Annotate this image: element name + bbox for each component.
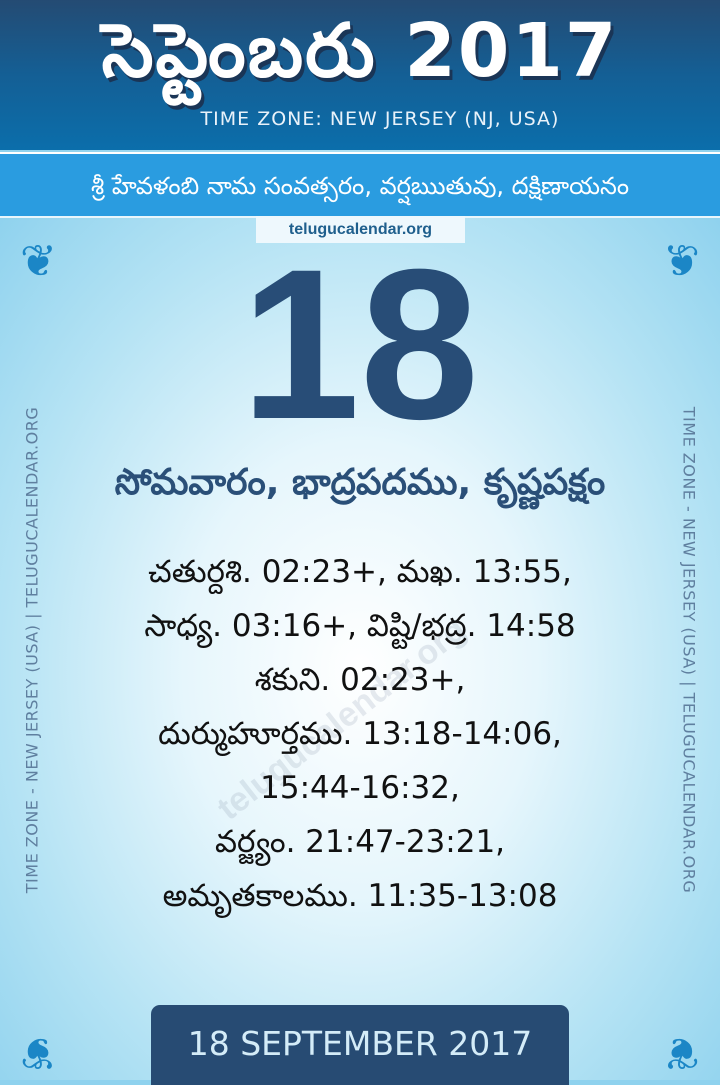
- corner-ornament-icon: ❦: [20, 236, 57, 287]
- day-number: 18: [240, 225, 480, 464]
- year-info-banner: శ్రీ హేవళంబి నామ సంవత్సరం, వర్షఋతువు, దక…: [0, 152, 720, 218]
- detail-line: దుర్ముహూర్తము. 13:18-14:06,: [158, 716, 562, 752]
- weekday-info: సోమవారం, భాద్రపదము, కృష్ణపక్షం: [114, 462, 606, 503]
- month-title: సెప్టెంబరు 2017: [101, 8, 619, 94]
- detail-line: సాధ్య. 03:16+, విష్టి/భద్ర. 14:58: [144, 608, 576, 644]
- site-link[interactable]: telugucalendar.org: [256, 216, 465, 243]
- detail-line: శకుని. 02:23+,: [254, 662, 466, 698]
- corner-ornament-icon: ❦: [663, 1027, 700, 1078]
- panchang-details: చతుర్దశి. 02:23+, మఖ. 13:55, సాధ్య. 03:1…: [90, 545, 630, 923]
- footer-date: 18 SEPTEMBER 2017: [151, 1005, 569, 1085]
- detail-line: చతుర్దశి. 02:23+, మఖ. 13:55,: [148, 554, 572, 590]
- header: సెప్టెంబరు 2017 TIME ZONE: NEW JERSEY (N…: [0, 0, 720, 150]
- detail-line: 15:44-16:32,: [260, 770, 460, 806]
- timezone-label: TIME ZONE: NEW JERSEY (NJ, USA): [200, 108, 560, 130]
- corner-ornament-icon: ❦: [20, 1027, 57, 1078]
- detail-line: వర్జ్యం. 21:47-23:21,: [214, 824, 506, 860]
- detail-line: అమృతకాలము. 11:35-13:08: [162, 878, 558, 914]
